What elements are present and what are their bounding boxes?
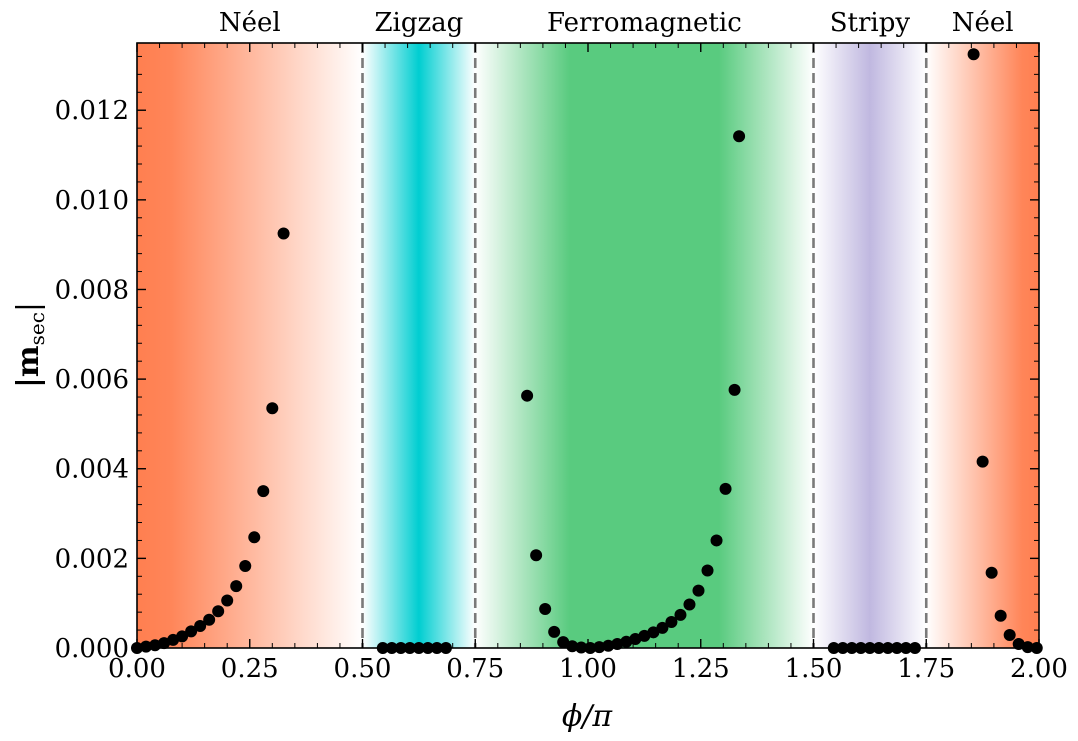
phase-labels: Néel Zigzag Ferromagnetic Stripy Néel bbox=[219, 8, 1014, 38]
data-point bbox=[656, 621, 669, 634]
y-tick-label: 0.008 bbox=[55, 275, 129, 305]
data-point bbox=[557, 636, 570, 649]
tick-labels: 0.00 0.25 0.50 0.75 1.00 1.25 1.50 1.75 2.00 0.00… bbox=[55, 96, 1068, 684]
y-axis-title-main: |m bbox=[11, 345, 46, 388]
x-tick-label: 0.75 bbox=[446, 654, 504, 684]
data-point bbox=[994, 609, 1007, 622]
data-point bbox=[257, 485, 270, 498]
y-axis-title: |msec| bbox=[11, 302, 49, 388]
data-point bbox=[976, 455, 989, 468]
y-tick-label: 0.000 bbox=[55, 634, 129, 664]
data-point bbox=[539, 603, 552, 616]
y-tick-label: 0.012 bbox=[55, 96, 129, 126]
data-point bbox=[176, 630, 189, 643]
data-point bbox=[1003, 629, 1016, 642]
y-tick-label: 0.002 bbox=[55, 544, 129, 574]
phase-band bbox=[137, 43, 363, 648]
x-axis-title: ϕ/π bbox=[562, 699, 614, 734]
phase-band bbox=[362, 43, 476, 648]
y-tick-label: 0.004 bbox=[55, 455, 129, 485]
x-tick-label: 1.25 bbox=[672, 654, 730, 684]
phase-label: Ferromagnetic bbox=[547, 8, 742, 38]
data-point bbox=[985, 566, 998, 579]
data-point bbox=[203, 613, 216, 626]
data-point bbox=[620, 635, 633, 648]
phase-label: Néel bbox=[219, 8, 281, 38]
data-point bbox=[185, 625, 198, 638]
data-point bbox=[221, 594, 234, 607]
data-point bbox=[665, 616, 678, 629]
x-tick-label: 2.00 bbox=[1010, 654, 1068, 684]
phase-boundaries bbox=[361, 43, 928, 648]
data-point bbox=[638, 629, 651, 642]
data-point bbox=[593, 641, 606, 654]
data-point bbox=[277, 227, 290, 240]
data-point bbox=[629, 633, 642, 646]
phase-band bbox=[813, 43, 927, 648]
data-point bbox=[194, 620, 207, 633]
x-tick-label: 0.25 bbox=[221, 654, 279, 684]
phase-bands bbox=[137, 43, 1039, 648]
data-point bbox=[1021, 641, 1034, 654]
data-point bbox=[530, 549, 543, 562]
data-point bbox=[683, 598, 696, 611]
data-point bbox=[521, 389, 534, 402]
data-point bbox=[719, 482, 732, 495]
data-point bbox=[167, 633, 180, 646]
phase-label: Zigzag bbox=[374, 8, 463, 38]
phase-label: Stripy bbox=[830, 8, 911, 38]
x-tick-label: 1.00 bbox=[559, 654, 617, 684]
data-point bbox=[647, 626, 660, 639]
data-point bbox=[140, 640, 153, 653]
phase-band bbox=[926, 43, 1039, 648]
x-tick-label: 0.50 bbox=[334, 654, 392, 684]
y-tick-label: 0.010 bbox=[55, 186, 129, 216]
data-point bbox=[967, 48, 980, 61]
data-point bbox=[611, 637, 624, 650]
y-axis-title-sub: sec bbox=[25, 312, 49, 345]
data-point bbox=[548, 625, 561, 638]
phase-band bbox=[475, 43, 814, 648]
data-point bbox=[266, 402, 279, 415]
x-tick-label: 0.00 bbox=[108, 654, 166, 684]
data-point bbox=[674, 608, 687, 621]
data-point bbox=[701, 564, 714, 577]
y-axis-title-close: | bbox=[11, 302, 46, 312]
x-tick-label: 1.75 bbox=[897, 654, 955, 684]
data-point bbox=[212, 605, 225, 618]
phase-label: Néel bbox=[952, 8, 1014, 38]
data-point bbox=[1012, 637, 1025, 650]
data-point bbox=[733, 130, 746, 143]
data-point bbox=[230, 580, 243, 593]
data-point bbox=[710, 534, 723, 547]
axis-ticks bbox=[136, 43, 1040, 649]
x-tick-label: 1.50 bbox=[785, 654, 843, 684]
data-point bbox=[239, 559, 252, 572]
data-point bbox=[248, 531, 261, 544]
data-point bbox=[158, 637, 171, 650]
data-point bbox=[566, 640, 579, 653]
data-point bbox=[692, 584, 705, 597]
data-point bbox=[728, 383, 741, 396]
y-tick-label: 0.006 bbox=[55, 365, 129, 395]
